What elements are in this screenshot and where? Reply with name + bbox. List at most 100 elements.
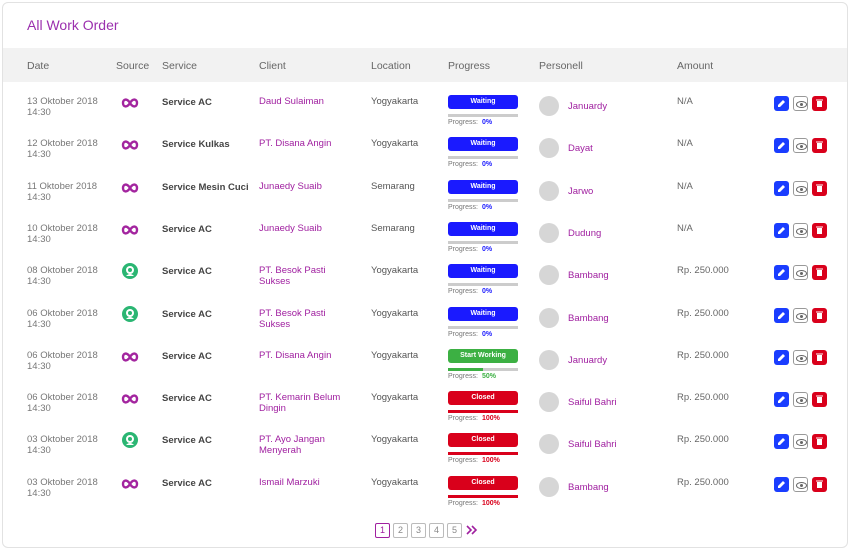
status-badge: Waiting xyxy=(448,179,518,194)
delete-button[interactable] xyxy=(812,138,827,154)
delete-button[interactable] xyxy=(812,392,827,408)
avatar xyxy=(539,434,559,455)
personell[interactable]: Saiful Bahri xyxy=(568,397,617,409)
amount: Rp. 250.000 xyxy=(677,392,729,404)
edit-button[interactable] xyxy=(774,222,789,238)
client[interactable]: PT. Besok Pasti Sukses xyxy=(259,265,326,288)
delete-button[interactable] xyxy=(812,222,827,238)
delete-button[interactable] xyxy=(812,476,827,492)
personell[interactable]: Saiful Bahri xyxy=(568,439,617,451)
personell[interactable]: Bambang xyxy=(568,270,609,282)
next-button[interactable] xyxy=(465,523,479,542)
edit-button[interactable] xyxy=(774,180,789,196)
amount: Rp. 250.000 xyxy=(677,434,729,446)
view-button[interactable] xyxy=(793,138,808,154)
source-icon xyxy=(121,262,139,285)
date: 03 Oktober 2018 xyxy=(27,476,98,488)
progress-value: 0% xyxy=(482,245,493,253)
edit-button[interactable] xyxy=(774,349,789,365)
service: Service Mesin Cuci xyxy=(162,181,249,193)
amount: N/A xyxy=(677,222,693,234)
personell[interactable]: Jarwo xyxy=(568,185,594,197)
edit-button[interactable] xyxy=(774,265,789,281)
edit-button[interactable] xyxy=(774,434,789,450)
client[interactable]: PT. Besok Pasti Sukses xyxy=(259,307,326,330)
client[interactable]: PT. Ayo Jangan Menyerah xyxy=(259,434,325,457)
location: Yogyakarta xyxy=(371,265,419,277)
time: 14:30 xyxy=(27,107,51,118)
delete-button[interactable] xyxy=(812,96,827,111)
view-button[interactable] xyxy=(793,307,808,323)
delete-button[interactable] xyxy=(812,349,827,365)
delete-button[interactable] xyxy=(812,434,827,450)
view-button[interactable] xyxy=(793,349,808,365)
client[interactable]: Ismail Marzuki xyxy=(259,476,320,488)
progress-value: 0% xyxy=(482,161,493,169)
location: Yogyakarta xyxy=(371,392,419,404)
column-header: Date xyxy=(27,60,50,72)
date: 12 Oktober 2018 xyxy=(27,138,98,150)
view-button[interactable] xyxy=(793,180,808,196)
progress-value: 0% xyxy=(482,119,493,126)
view-button[interactable] xyxy=(793,476,808,492)
progress-track xyxy=(448,114,518,117)
client[interactable]: Daud Sulaiman xyxy=(259,96,324,107)
avatar xyxy=(539,476,559,497)
view-button[interactable] xyxy=(793,265,808,281)
edit-button[interactable] xyxy=(774,392,789,408)
progress-caption: Progress: xyxy=(448,203,478,211)
column-header: Location xyxy=(371,60,411,72)
view-button[interactable] xyxy=(793,96,808,111)
personell[interactable]: Januardy xyxy=(568,354,608,366)
page-button[interactable]: 3 xyxy=(411,523,426,538)
service: Service AC xyxy=(162,435,212,447)
edit-button[interactable] xyxy=(774,96,789,111)
client[interactable]: PT. Kemarin Belum Dingin xyxy=(259,392,341,415)
delete-button[interactable] xyxy=(812,265,827,281)
page-button[interactable]: 1 xyxy=(375,523,390,538)
personell[interactable]: Dudung xyxy=(568,227,602,239)
view-button[interactable] xyxy=(793,434,808,450)
time: 14:30 xyxy=(27,233,51,245)
location: Yogyakarta xyxy=(371,307,419,319)
date: 06 Oktober 2018 xyxy=(27,349,98,361)
client[interactable]: Junaedy Suaib xyxy=(259,180,322,192)
client[interactable]: PT. Disana Angin xyxy=(259,349,332,361)
page-button[interactable]: 2 xyxy=(393,523,408,538)
view-button[interactable] xyxy=(793,392,808,408)
edit-button[interactable] xyxy=(774,307,789,323)
time: 14:30 xyxy=(27,403,51,415)
progress-caption: Progress: xyxy=(448,499,478,507)
progress-track xyxy=(448,156,518,160)
source-icon xyxy=(121,392,139,410)
client[interactable]: PT. Disana Angin xyxy=(259,138,332,150)
source-icon xyxy=(121,223,139,241)
page-button[interactable]: 4 xyxy=(429,523,444,538)
progress-track xyxy=(448,367,518,371)
source-icon xyxy=(121,181,139,199)
edit-button[interactable] xyxy=(774,138,789,154)
amount: Rp. 250.000 xyxy=(677,349,729,361)
progress-caption: Progress: xyxy=(448,372,478,380)
progress-track xyxy=(448,410,518,414)
personell[interactable]: Bambang xyxy=(568,312,609,324)
source-icon xyxy=(121,477,139,495)
delete-button[interactable] xyxy=(812,180,827,196)
time: 14:30 xyxy=(27,318,51,330)
personell[interactable]: Dayat xyxy=(568,143,593,155)
edit-button[interactable] xyxy=(774,476,789,492)
progress-value: 100% xyxy=(482,499,500,507)
service: Service AC xyxy=(162,97,212,108)
client[interactable]: Junaedy Suaib xyxy=(259,222,322,234)
personell[interactable]: Januardy xyxy=(568,101,608,112)
time: 14:30 xyxy=(27,149,51,161)
time: 14:30 xyxy=(27,360,51,372)
progress-caption: Progress: xyxy=(448,457,478,465)
progress-caption: Progress: xyxy=(448,245,478,253)
delete-button[interactable] xyxy=(812,307,827,323)
page-button[interactable]: 5 xyxy=(447,523,462,538)
personell[interactable]: Bambang xyxy=(568,481,609,493)
date: 06 Oktober 2018 xyxy=(27,392,98,404)
view-button[interactable] xyxy=(793,222,808,238)
